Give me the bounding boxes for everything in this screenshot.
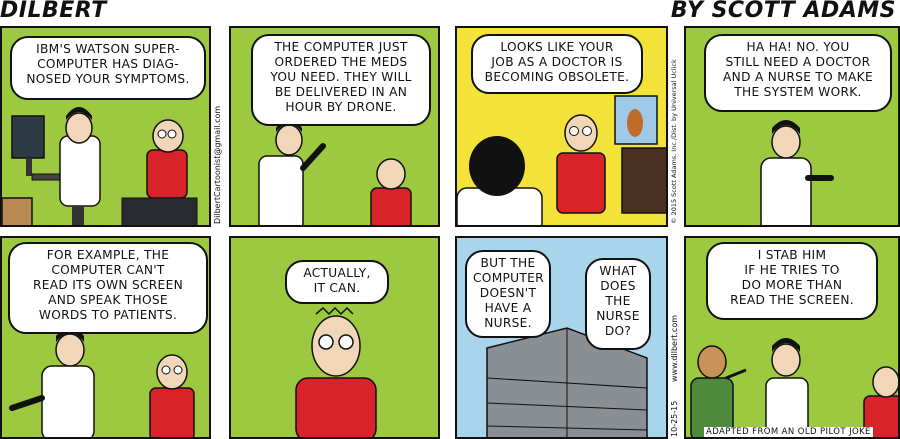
panel-4-art bbox=[760, 120, 834, 225]
speech-bubble-3: LOOKS LIKE YOUR JOB AS A DOCTOR IS BECOM… bbox=[471, 34, 643, 94]
panel-7: BUT THE COMPUTER DOESN'T HAVE A NURSE. W… bbox=[455, 236, 668, 439]
panel-8: I STAB HIM IF HE TRIES TO DO MORE THAN R… bbox=[684, 236, 900, 439]
panel-5-art bbox=[9, 328, 195, 437]
footer-credit: ADAPTED FROM AN OLD PILOT JOKE bbox=[704, 427, 873, 437]
speech-bubble-5: FOR EXAMPLE, THE COMPUTER CAN'T READ ITS… bbox=[8, 242, 208, 334]
website-credit: www.dilbert.com bbox=[670, 314, 679, 382]
panel-3-art bbox=[457, 95, 666, 225]
panel-1: IBM'S WATSON SUPER- COMPUTER HAS DIAG- N… bbox=[0, 26, 211, 227]
panel-2-art bbox=[258, 119, 412, 225]
panel-1-art bbox=[2, 107, 198, 225]
speech-bubble-6: ACTUALLY, IT CAN. bbox=[285, 260, 389, 304]
speech-bubble-7b: WHAT DOES THE NURSE DO? bbox=[585, 258, 651, 350]
email-credit: DilbertCartoonist@gmail.com bbox=[213, 105, 222, 224]
panel-5: FOR EXAMPLE, THE COMPUTER CAN'T READ ITS… bbox=[0, 236, 211, 439]
panel-7-art bbox=[486, 327, 648, 437]
panel-8-art bbox=[690, 338, 898, 437]
panel-6-art bbox=[295, 306, 377, 437]
speech-bubble-1: IBM'S WATSON SUPER- COMPUTER HAS DIAG- N… bbox=[10, 36, 206, 100]
copyright-notice: © 2015 Scott Adams, Inc./Dist. by Univer… bbox=[670, 59, 678, 224]
comic-title: DILBERT bbox=[0, 0, 107, 23]
date-stamp: 10-25-15 bbox=[670, 400, 679, 437]
panel-4: HA HA! NO. YOU STILL NEED A DOCTOR AND A… bbox=[684, 26, 900, 227]
author-credit: BY SCOTT ADAMS bbox=[670, 0, 896, 23]
panel-6: ACTUALLY, IT CAN. bbox=[229, 236, 440, 439]
speech-bubble-8: I STAB HIM IF HE TRIES TO DO MORE THAN R… bbox=[706, 242, 878, 320]
panel-3: LOOKS LIKE YOUR JOB AS A DOCTOR IS BECOM… bbox=[455, 26, 668, 227]
speech-bubble-4: HA HA! NO. YOU STILL NEED A DOCTOR AND A… bbox=[704, 34, 892, 112]
panel-2: THE COMPUTER JUST ORDERED THE MEDS YOU N… bbox=[229, 26, 440, 227]
speech-bubble-7a: BUT THE COMPUTER DOESN'T HAVE A NURSE. bbox=[465, 250, 551, 338]
speech-bubble-2: THE COMPUTER JUST ORDERED THE MEDS YOU N… bbox=[251, 34, 431, 126]
comic-header: DILBERT BY SCOTT ADAMS bbox=[0, 0, 900, 26]
